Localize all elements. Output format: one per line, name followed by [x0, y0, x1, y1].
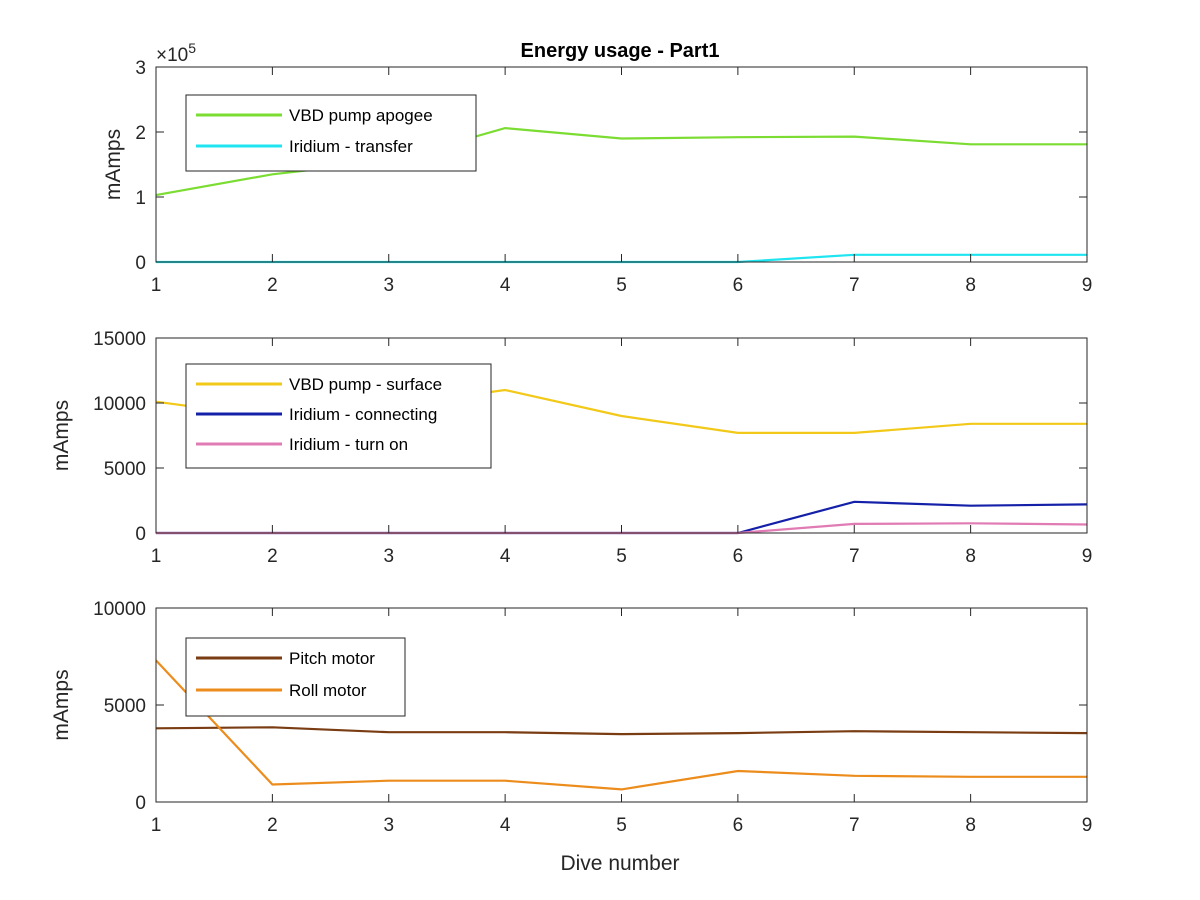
- x-tick-label: 3: [383, 275, 394, 296]
- legend-entry: Roll motor: [289, 681, 367, 700]
- x-tick-label: 5: [616, 275, 627, 296]
- panel-2: 1 2 3 4 5 6 7 8 9 0 5000 10000 15000 mAmps VBD pump - …: [50, 329, 1092, 567]
- x-tick-label: 6: [733, 546, 744, 567]
- legend-entry: Iridium - connecting: [289, 405, 437, 424]
- x-tick-label: 9: [1082, 546, 1093, 567]
- y-tick-label: 5000: [104, 696, 146, 717]
- x-tick-label: 8: [965, 815, 976, 836]
- x-tick-label: 8: [965, 546, 976, 567]
- x-tick-label: 7: [849, 275, 860, 296]
- legend-entry: VBD pump - surface: [289, 375, 442, 394]
- legend-entry: Iridium - transfer: [289, 137, 413, 156]
- x-tick-label: 3: [383, 546, 394, 567]
- x-tick-label: 2: [267, 815, 278, 836]
- x-tick-label: 2: [267, 546, 278, 567]
- x-tick-label: 9: [1082, 815, 1093, 836]
- x-tick-label: 8: [965, 275, 976, 296]
- y-axis-label: mAmps: [50, 669, 73, 740]
- legend-entry: Pitch motor: [289, 649, 375, 668]
- y-tick-label: 0: [135, 253, 146, 274]
- x-tick-label: 9: [1082, 275, 1093, 296]
- legend-box: [185, 637, 406, 717]
- x-tick-label: 1: [151, 275, 162, 296]
- y-tick-label: 10000: [93, 599, 146, 620]
- x-tick-label: 7: [849, 815, 860, 836]
- series-line-3-1: [155, 726, 1088, 736]
- x-tick-label: 4: [500, 815, 511, 836]
- x-tick-label: 6: [733, 275, 744, 296]
- legend-box: [185, 363, 492, 469]
- series-line-3-2: [155, 659, 1087, 791]
- legend: Pitch motor Roll motor: [185, 637, 406, 717]
- legend-entry: VBD pump apogee: [289, 106, 433, 125]
- legend-box: [185, 94, 477, 172]
- y-tick-label: 0: [135, 524, 146, 545]
- y-tick-label: 0: [135, 793, 146, 814]
- legend-entry: Iridium - turn on: [289, 435, 408, 454]
- x-tick-label: 2: [267, 275, 278, 296]
- x-tick-label: 3: [383, 815, 394, 836]
- y-tick-label: 1: [135, 188, 146, 209]
- x-tick-label: 7: [849, 546, 860, 567]
- x-tick-label: 6: [733, 815, 744, 836]
- x-tick-label: 4: [500, 546, 511, 567]
- y-tick-label: 3: [135, 58, 146, 79]
- x-tick-label: 5: [616, 815, 627, 836]
- x-tick-label: 1: [151, 546, 162, 567]
- y-tick-label: 15000: [93, 329, 146, 350]
- chart-title: Energy usage - Part1: [521, 40, 720, 62]
- x-tick-label: 5: [616, 546, 627, 567]
- y-tick-label: 2: [135, 123, 146, 144]
- panel-3: 1 2 3 4 5 6 7 8 9 0 5000 10000 mAmps Pitch motor Roll …: [50, 599, 1092, 836]
- x-tick-label: 1: [151, 815, 162, 836]
- x-axis-label: Dive number: [560, 852, 679, 875]
- y-axis-label: mAmps: [50, 400, 73, 471]
- y-exponent-power: 5: [188, 40, 196, 56]
- legend: VBD pump - surface Iridium - connecting Ir…: [185, 363, 492, 469]
- x-tick-label: 4: [500, 275, 511, 296]
- y-axis-label: mAmps: [102, 129, 125, 200]
- y-tick-label: 5000: [104, 459, 146, 480]
- y-tick-label: 10000: [93, 394, 146, 415]
- y-exponent-label: ×105: [156, 40, 196, 66]
- legend: VBD pump apogee Iridium - transfer: [185, 94, 477, 172]
